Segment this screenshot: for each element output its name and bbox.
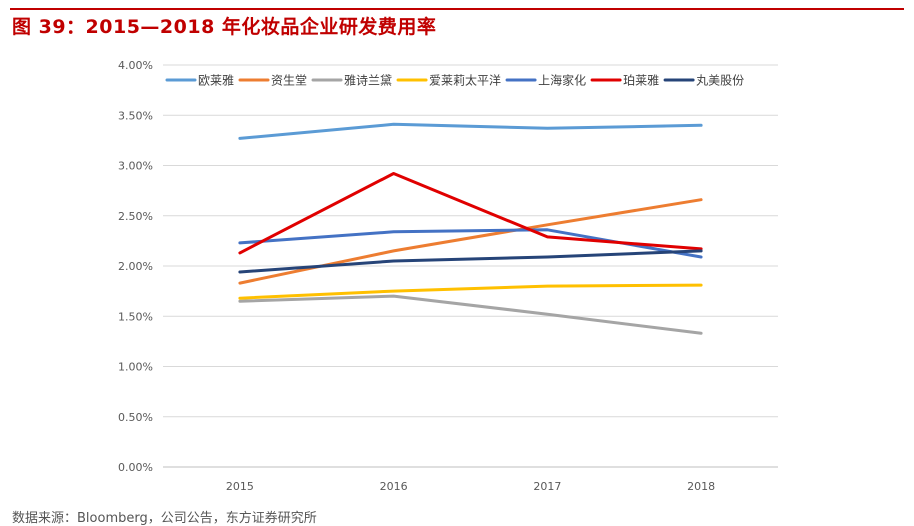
legend-label: 珀莱雅 [623, 73, 659, 88]
series-lines [238, 122, 703, 335]
x-axis-ticks: 2015 2016 2017 2018 [226, 480, 715, 493]
series-line [238, 283, 703, 300]
y-tick-label: 0.00% [118, 461, 153, 474]
figure-title: 图 39：2015—2018 年化妆品企业研发费用率 [12, 16, 437, 38]
y-axis-ticks: 0.00% 0.50% 1.00% 1.50% 2.00% 2.50% 3.00% 3.50%… [118, 59, 153, 474]
legend-label: 雅诗兰黛 [344, 73, 392, 88]
y-tick-label: 0.50% [118, 411, 153, 424]
legend-label: 上海家化 [538, 73, 586, 88]
legend-label: 爱莱莉太平洋 [429, 73, 501, 88]
y-tick-label: 1.00% [118, 361, 153, 374]
x-tick-label: 2016 [380, 480, 408, 493]
series-line [238, 172, 703, 255]
legend: 欧莱雅 资生堂 雅诗兰黛 爱莱莉太平洋 上海家化 珀莱雅 丸美股份 [165, 73, 744, 88]
y-tick-label: 3.00% [118, 160, 153, 173]
legend-label: 丸美股份 [696, 74, 744, 88]
series-line [238, 198, 703, 285]
y-tick-label: 2.00% [118, 260, 153, 273]
y-tick-label: 4.00% [118, 59, 153, 72]
legend-label: 资生堂 [271, 74, 307, 88]
grid-lines [163, 64, 778, 468]
x-tick-label: 2017 [533, 480, 561, 493]
x-tick-label: 2018 [687, 480, 715, 493]
series-line [238, 249, 703, 274]
y-tick-label: 2.50% [118, 210, 153, 223]
series-line [238, 294, 703, 335]
title-rule [10, 8, 904, 10]
y-tick-label: 3.50% [118, 109, 153, 122]
x-tick-label: 2015 [226, 480, 254, 493]
legend-label: 欧莱雅 [198, 73, 234, 88]
data-source: 数据来源：Bloomberg，公司公告，东方证券研究所 [12, 511, 317, 526]
y-tick-label: 1.50% [118, 310, 153, 323]
series-line [238, 122, 703, 140]
